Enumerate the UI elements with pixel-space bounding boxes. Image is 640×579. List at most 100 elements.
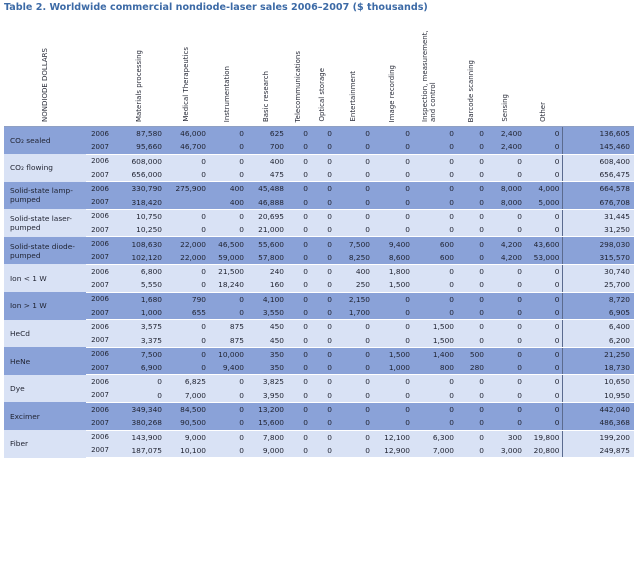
value-cell: 0 xyxy=(114,374,164,389)
value-cell: 0 xyxy=(310,140,334,155)
value-cell: 330,790 xyxy=(114,181,164,196)
value-cell: 0 xyxy=(334,126,372,141)
sales-table-frame: NONDIODE DOLLARS Materials processing Me… xyxy=(0,16,640,579)
value-cell: 0 xyxy=(286,333,310,348)
value-cell: 475 xyxy=(246,167,286,183)
value-cell: 7,000 xyxy=(412,443,456,459)
value-cell: 0 xyxy=(372,167,412,183)
value-cell: 18,240 xyxy=(208,278,246,293)
total-cell: 6,200 xyxy=(561,333,634,348)
value-cell: 8,000 xyxy=(486,181,524,196)
value-cell: 318,420 xyxy=(114,195,164,210)
value-cell: 160 xyxy=(246,278,286,293)
total-cell: 25,700 xyxy=(561,278,634,293)
value-cell: 0 xyxy=(372,333,412,348)
value-cell: 1,680 xyxy=(114,292,164,306)
value-cell: 875 xyxy=(208,333,246,348)
laser-type-label: Ion < 1 W xyxy=(4,264,86,293)
year-cell: 2006 xyxy=(86,181,114,196)
value-cell: 0 xyxy=(524,140,562,155)
value-cell: 0 xyxy=(486,305,524,321)
value-cell: 0 xyxy=(286,347,310,362)
year-cell: 2007 xyxy=(86,443,114,459)
value-cell: 0 xyxy=(208,140,246,155)
value-cell: 7,800 xyxy=(246,430,286,444)
year-cell: 2007 xyxy=(86,305,114,321)
table-row: 2007 187,075 10,100 0 9,000 0 0 0 12,900 7,000 0 3,… xyxy=(4,443,634,459)
value-cell: 59,000 xyxy=(208,250,246,265)
laser-type-label: Solid-state laser-pumped xyxy=(4,209,86,237)
table-row: Ion < 1 W 2006 6,800 0 21,500 240 0 0 400 1,800 0 0… xyxy=(4,264,634,293)
value-cell: 10,250 xyxy=(114,223,164,238)
value-cell: 6,825 xyxy=(164,374,208,389)
value-cell: 0 xyxy=(310,388,334,403)
value-cell: 0 xyxy=(524,167,562,183)
column-header: Image recording xyxy=(372,16,412,127)
value-cell: 0 xyxy=(456,167,486,183)
value-cell: 9,000 xyxy=(164,430,208,444)
table-row: 2007 10,250 0 0 21,000 0 0 0 0 0 0 0 0 31,250 xyxy=(4,223,634,238)
value-cell: 0 xyxy=(456,292,486,306)
value-cell: 0 xyxy=(286,319,310,334)
year-cell: 2006 xyxy=(86,292,114,306)
total-cell: 656,475 xyxy=(561,167,634,183)
value-cell: 0 xyxy=(486,361,524,376)
value-cell: 0 xyxy=(208,209,246,224)
value-cell: 6,800 xyxy=(114,264,164,279)
value-cell: 55,600 xyxy=(246,236,286,251)
value-cell: 0 xyxy=(310,167,334,183)
value-cell: 0 xyxy=(208,443,246,459)
value-cell: 0 xyxy=(164,167,208,183)
total-cell: 136,605 xyxy=(561,126,634,141)
value-cell: 4,200 xyxy=(486,250,524,265)
value-cell: 0 xyxy=(310,278,334,293)
value-cell: 450 xyxy=(246,333,286,348)
year-cell: 2006 xyxy=(86,319,114,334)
value-cell: 0 xyxy=(486,374,524,389)
table-row: 2007 95,660 46,700 0 700 0 0 0 0 0 0 2,400 0 145,460 xyxy=(4,140,634,155)
value-cell: 0 xyxy=(334,388,372,403)
column-header: Inspection, measurement, and control xyxy=(412,16,456,127)
value-cell: 2,400 xyxy=(486,140,524,155)
value-cell: 0 xyxy=(164,209,208,224)
value-cell: 0 xyxy=(524,305,562,321)
value-cell: 0 xyxy=(486,167,524,183)
value-cell: 0 xyxy=(456,209,486,224)
value-cell: 0 xyxy=(164,319,208,334)
value-cell: 3,575 xyxy=(114,319,164,334)
value-cell: 790 xyxy=(164,292,208,306)
laser-type-label: CO₂ flowing xyxy=(4,154,86,182)
value-cell: 0 xyxy=(372,195,412,210)
value-cell: 0 xyxy=(372,223,412,238)
value-cell: 0 xyxy=(372,209,412,224)
value-cell: 0 xyxy=(456,154,486,168)
value-cell: 90,500 xyxy=(164,416,208,431)
value-cell: 0 xyxy=(456,319,486,334)
year-cell: 2007 xyxy=(86,361,114,376)
value-cell: 0 xyxy=(412,278,456,293)
value-cell: 0 xyxy=(372,416,412,431)
header-row: NONDIODE DOLLARS Materials processing Me… xyxy=(4,16,634,127)
column-header: Instrumentation xyxy=(208,16,246,127)
value-cell: 0 xyxy=(412,402,456,417)
value-cell: 0 xyxy=(286,402,310,417)
value-cell: 102,120 xyxy=(114,250,164,265)
column-header: Other xyxy=(524,16,562,127)
value-cell: 0 xyxy=(524,416,562,431)
value-cell: 1,500 xyxy=(412,319,456,334)
total-cell: 21,250 xyxy=(561,347,634,362)
table-row: 2007 5,550 0 18,240 160 0 0 250 1,500 0 0 0 0 25,700 xyxy=(4,278,634,293)
value-cell: 3,375 xyxy=(114,333,164,348)
value-cell: 21,500 xyxy=(208,264,246,279)
table-title: Table 2. Worldwide commercial nondiode-l… xyxy=(4,2,428,13)
value-cell: 0 xyxy=(372,140,412,155)
value-cell: 0 xyxy=(310,347,334,362)
value-cell: 0 xyxy=(486,333,524,348)
laser-type-label: Excimer xyxy=(4,402,86,431)
value-cell: 0 xyxy=(412,223,456,238)
value-cell: 0 xyxy=(310,223,334,238)
value-cell: 0 xyxy=(310,361,334,376)
value-cell: 0 xyxy=(372,402,412,417)
value-cell: 84,500 xyxy=(164,402,208,417)
value-cell: 350 xyxy=(246,347,286,362)
